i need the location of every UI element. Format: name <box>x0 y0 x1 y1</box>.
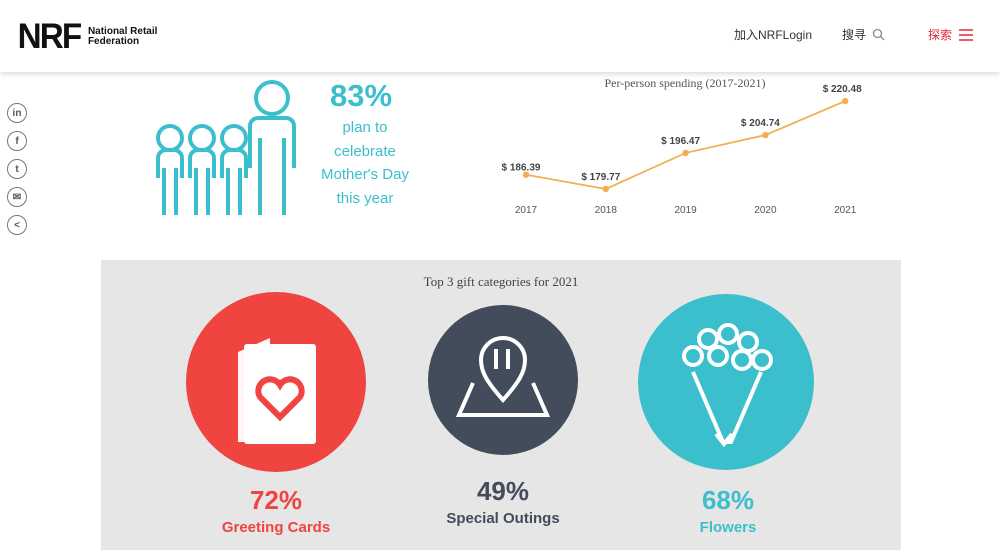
search-button[interactable]: 搜寻 <box>842 26 885 43</box>
family-icon <box>156 80 296 215</box>
data-point <box>522 171 530 178</box>
stat-text: plan to celebrate Mother's Day this year <box>300 116 430 210</box>
stat-value: 83% <box>330 78 393 113</box>
search-icon <box>872 28 885 41</box>
gift-percent: 72% <box>249 485 303 515</box>
data-label: $ 196.47 <box>661 136 700 147</box>
gift-percent: 68% <box>701 485 755 515</box>
data-point <box>842 97 849 105</box>
x-tick-label: 2020 <box>754 205 777 216</box>
join-login-label: 加入NRFLogin <box>734 28 813 42</box>
search-label: 搜寻 <box>842 28 867 42</box>
data-point <box>602 185 609 193</box>
gift-greeting-cards: 72% Greeting Cards <box>166 485 386 536</box>
stat-line: Mother's Day <box>321 166 409 183</box>
logo-mark: NRF <box>17 17 83 56</box>
data-point <box>682 149 689 157</box>
share-twitter-button[interactable]: t <box>7 159 27 179</box>
explore-label: 探索 <box>928 28 953 42</box>
logo-text: National Retail Federation <box>87 25 158 47</box>
data-label: $ 204.74 <box>741 118 780 129</box>
chart-title: Per-person spending (2017-2021) <box>604 76 766 90</box>
gift-label: Flowers <box>699 519 757 536</box>
gift-flowers: 68% Flowers <box>618 485 838 536</box>
gift-panel-title: Top 3 gift categories for 2021 <box>423 274 579 289</box>
explore-menu-button[interactable]: 探索 <box>928 26 974 43</box>
share-facebook-button[interactable]: f <box>7 131 27 151</box>
gift-special-outings: 49% Special Outings <box>393 476 613 527</box>
stat-line: this year <box>336 189 394 207</box>
gift-label: Special Outings <box>446 510 560 527</box>
site-header: NRF National Retail Federation 加入NRFLogi… <box>0 0 1000 72</box>
share-more-button[interactable]: < <box>7 215 27 235</box>
special-outing-circle <box>428 305 578 455</box>
share-linkedin-button[interactable]: in <box>7 103 27 123</box>
stat-line: celebrate <box>334 142 396 160</box>
gift-categories-panel: Top 3 gift categories for 2021 72% Greeti… <box>101 260 901 550</box>
join-login-link[interactable]: 加入NRFLogin <box>734 26 812 43</box>
data-label: $ 220.48 <box>823 84 862 95</box>
x-tick-label: 2019 <box>674 205 697 216</box>
flowers-circle <box>638 294 814 470</box>
x-tick-label: 2017 <box>515 205 538 216</box>
greeting-card-circle <box>186 292 366 472</box>
x-tick-label: 2021 <box>834 205 857 216</box>
gift-percent: 49% <box>476 476 530 506</box>
bouquet-icon <box>682 323 773 448</box>
share-email-button[interactable]: ✉ <box>7 187 27 207</box>
gift-label: Greeting Cards <box>221 519 331 536</box>
x-tick-label: 2018 <box>595 205 618 216</box>
hamburger-icon <box>959 28 974 41</box>
spending-line-chart: $ 186.39 2017 $ 179.77 2018 $ 196.47 2019 $ 20… <box>502 84 863 216</box>
map-pin-icon <box>455 336 551 417</box>
stat-line: plan to <box>342 119 388 136</box>
data-label: $ 179.77 <box>581 172 620 183</box>
nrf-logo[interactable]: NRF National Retail Federation <box>16 17 158 57</box>
data-label: $ 186.39 <box>502 163 541 174</box>
data-point <box>762 131 769 139</box>
greeting-card-icon <box>238 338 316 444</box>
